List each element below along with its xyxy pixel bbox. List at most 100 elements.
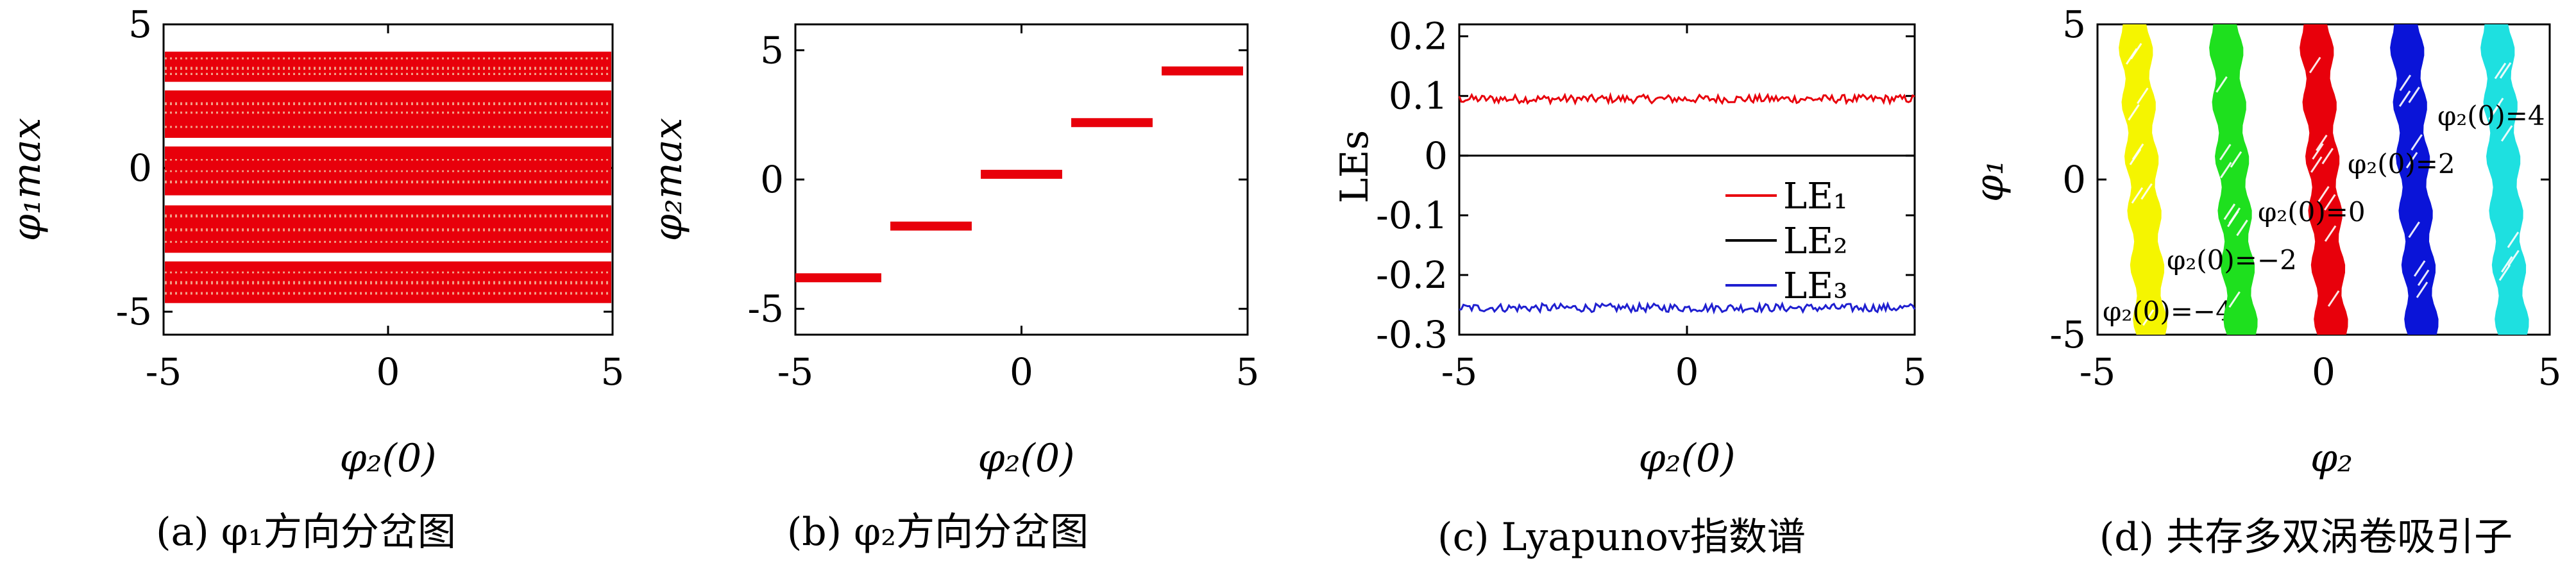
- attractor-streak: [2230, 151, 2242, 168]
- attractor-streak: [2324, 194, 2336, 211]
- y-tick-label: 0: [2062, 158, 2086, 201]
- y-tick-label: 0.2: [1389, 15, 1448, 58]
- legend-label: LE₂: [1783, 221, 1848, 262]
- attractor-streak: [2413, 260, 2426, 277]
- attractor: [2390, 24, 2439, 335]
- attractor-body: [2209, 24, 2258, 335]
- attractor-streak: [2494, 62, 2507, 80]
- ylabel-a: φ₁max: [4, 118, 49, 242]
- attractor-streak: [2219, 144, 2232, 160]
- y-tick-label: -5: [748, 287, 784, 331]
- xlabel-c: φ₂(0): [1638, 436, 1735, 481]
- attractor-label: φ₂(0)=4: [2437, 100, 2545, 131]
- attractor-streak: [2411, 134, 2423, 151]
- y-tick-label: -0.3: [1376, 313, 1448, 356]
- series-line: [1458, 92, 1915, 106]
- panel-b: -5 0 5 -5 0 5: [748, 23, 1260, 394]
- attractor-streak: [2216, 76, 2228, 93]
- attractor-streak: [2417, 269, 2430, 286]
- xlabel-a: φ₂(0): [339, 436, 436, 481]
- x-tick-label: 0: [1675, 350, 1699, 394]
- attractor-streak: [2318, 186, 2330, 203]
- attractor-streak: [2408, 221, 2420, 239]
- attractor-streak: [2223, 203, 2236, 221]
- y-tick-label: -0.1: [1376, 194, 1448, 237]
- x-tick-label: 5: [1903, 350, 1927, 394]
- bifurcation-band: [165, 51, 611, 82]
- caption-c: (c) Lyapunov指数谱: [1437, 515, 1806, 560]
- attractor-streak: [2128, 104, 2140, 121]
- caption-a: (a) φ₁方向分岔图: [156, 510, 456, 555]
- attractor-streak: [2312, 143, 2324, 160]
- attractor-streak: [2507, 249, 2520, 267]
- panel-a: -5 0 5 -5 0 5: [116, 3, 625, 394]
- attractor-streak: [2125, 48, 2138, 65]
- attractor-streak: [2324, 225, 2337, 242]
- attractor-streak: [2500, 256, 2513, 273]
- y-tick-label: 5: [128, 3, 152, 46]
- xlabel-d: φ₂: [2310, 436, 2353, 481]
- y-tick-label: 5: [760, 28, 784, 72]
- x-tick-label: 0: [1010, 350, 1033, 394]
- attractor-streak: [2310, 156, 2323, 173]
- xlabel-b: φ₂(0): [978, 436, 1074, 481]
- attractor-body: [2480, 24, 2529, 335]
- y-tick-label: -5: [116, 290, 153, 333]
- attractor-label: φ₂(0)=−4: [2103, 296, 2233, 327]
- attractor: [2119, 24, 2167, 335]
- attractor-streak: [2405, 151, 2418, 169]
- x-tick-label: -5: [777, 350, 814, 394]
- attractor-streak: [2498, 264, 2511, 281]
- ylabel-c: LEs: [1332, 130, 1377, 203]
- attractor-label: φ₂(0)=−2: [2167, 244, 2297, 276]
- attractor-streak: [2220, 162, 2232, 179]
- x-tick-label: -5: [1441, 350, 1478, 394]
- bifurcation-band: [165, 90, 611, 138]
- attractor-streak: [2408, 87, 2420, 103]
- series-line: [1459, 301, 1916, 315]
- x-tick-label: 5: [2538, 350, 2562, 394]
- attractor-streak: [2327, 290, 2340, 307]
- y-tick-label: -5: [2050, 313, 2087, 356]
- attractor: [2480, 24, 2529, 335]
- x-tick-label: 0: [377, 350, 400, 394]
- x-tick-label: -5: [146, 350, 182, 394]
- caption-d: (d) 共存多双涡卷吸引子: [2099, 515, 2512, 560]
- attractor-label: φ₂(0)=2: [2348, 148, 2455, 180]
- attractor-streak: [2507, 231, 2520, 248]
- caption-b: (b) φ₂方向分岔图: [787, 510, 1089, 555]
- attractor-streak: [2228, 291, 2241, 308]
- attractor-streak: [2142, 309, 2155, 326]
- attractor-body: [2119, 24, 2167, 335]
- x-tick-label: 5: [1236, 350, 1260, 394]
- attractor-streak: [2399, 74, 2412, 92]
- x-tick-label: -5: [2080, 350, 2116, 394]
- y-tick-label: -0.2: [1376, 253, 1448, 297]
- legend-label: LE₃: [1783, 265, 1848, 307]
- attractor-streak: [2321, 147, 2334, 165]
- ylabel-b: φ₂max: [646, 118, 691, 242]
- attractor-streak: [2416, 281, 2428, 298]
- attractor-streak: [2309, 56, 2321, 74]
- y-tick-label: 5: [2062, 3, 2086, 46]
- bifurcation-band: [165, 205, 611, 253]
- x-tick-label: 0: [2312, 350, 2335, 394]
- attractor-streak: [2500, 125, 2513, 142]
- attractor: [2209, 24, 2258, 335]
- y-tick-label: 0.1: [1389, 74, 1448, 118]
- y-tick-label: 0: [128, 146, 152, 190]
- attractor-streak: [2236, 219, 2248, 237]
- attractor-streak: [2131, 187, 2144, 204]
- attractor-label: φ₂(0)=0: [2258, 196, 2366, 228]
- panel-d: -5 0 5 -5 0 5 φ₂(0)=−4 φ₂(0)=−2 φ₂(0)=0 φ₂(0)=2 φ₂…: [2050, 3, 2562, 394]
- attractor-streak: [2491, 97, 2504, 115]
- attractor-streak: [2140, 183, 2153, 200]
- y-tick-label: 0: [1424, 134, 1448, 178]
- bifurcation-band: [165, 146, 611, 196]
- attractor-streak: [2316, 134, 2328, 151]
- attractor-streak: [2129, 148, 2142, 165]
- attractor-streak: [2398, 90, 2411, 107]
- attractor-streak: [2137, 87, 2149, 105]
- attractor-streak: [2227, 210, 2239, 228]
